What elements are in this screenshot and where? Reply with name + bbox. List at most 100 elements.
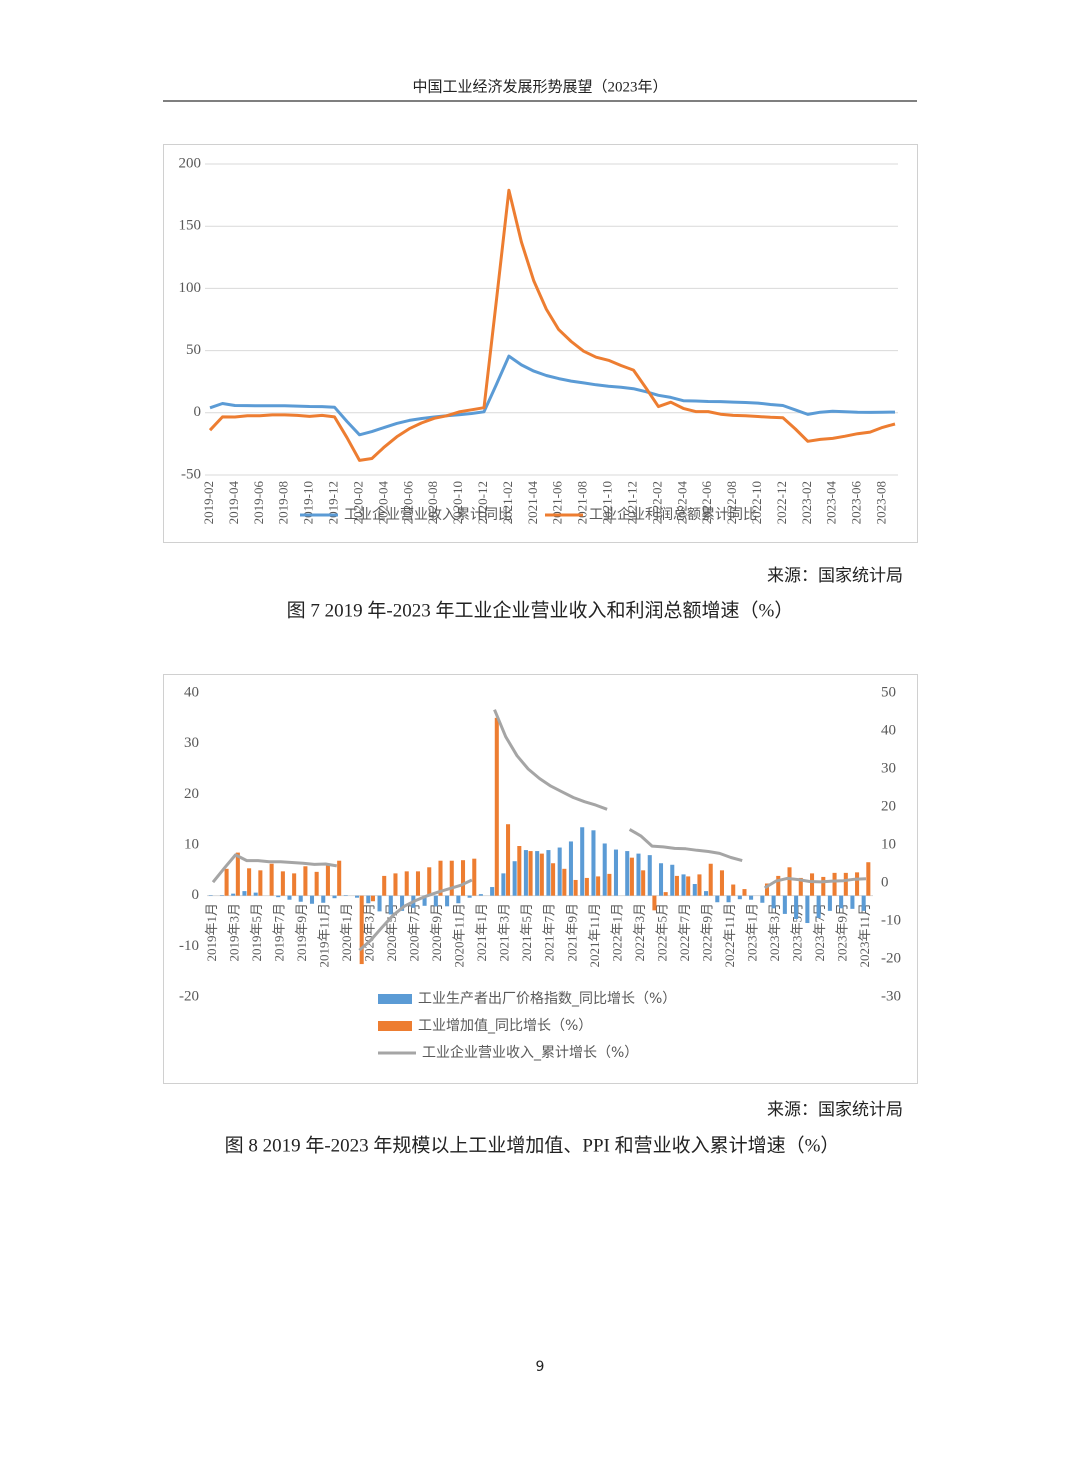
x-tick-label: 2021-04 (525, 481, 540, 525)
bar (343, 895, 348, 896)
chart-frame (163, 674, 918, 1084)
bar (366, 895, 371, 904)
x-tick-label: 2019年5月 (249, 903, 264, 962)
x-tick-label: 2021年7月 (542, 903, 557, 962)
bar (760, 895, 765, 903)
x-tick-label: 2020年7月 (407, 903, 422, 962)
bar (816, 895, 821, 918)
x-tick-label: 2023年7月 (812, 903, 827, 962)
y-tick-label: 20 (184, 786, 199, 802)
bar (377, 895, 382, 912)
bar (584, 877, 589, 896)
bar (359, 895, 364, 965)
y-tick-label: 50 (186, 342, 201, 358)
legend-label: 工业企业营业收入累计同比 (344, 506, 512, 523)
x-tick-label: 2022-06 (699, 481, 714, 525)
x-tick-label: 2022年7月 (677, 903, 692, 962)
bar (749, 895, 754, 900)
x-tick-label: 2022年3月 (632, 903, 647, 962)
bar (652, 895, 657, 911)
bar (303, 866, 308, 896)
series-line (208, 188, 896, 462)
bar (535, 851, 540, 896)
bar (325, 864, 330, 896)
bar (641, 870, 646, 896)
bar (445, 895, 450, 907)
bar (478, 894, 483, 896)
source: 来源：国家统计局 (767, 566, 903, 585)
bar (704, 891, 709, 896)
x-tick-label: 2022-12 (774, 481, 789, 524)
x-tick-label: 2023-04 (824, 481, 839, 525)
y2-tick-label: 30 (881, 760, 896, 776)
bar (573, 879, 578, 896)
bar (776, 875, 781, 896)
bar (242, 891, 247, 896)
x-tick-label: 2020-02 (350, 481, 365, 524)
bar (827, 895, 832, 911)
bar (539, 853, 544, 896)
bar (794, 895, 799, 919)
y2-tick-label: 50 (881, 684, 896, 700)
bar (404, 871, 409, 896)
x-tick-label: 2023年5月 (789, 903, 804, 962)
x-tick-label: 2019-12 (326, 481, 341, 524)
x-tick-label: 2022年11月 (722, 903, 737, 968)
bar (764, 883, 770, 896)
bar (663, 892, 668, 896)
x-tick-label: 2022年1月 (609, 903, 624, 962)
bar (647, 855, 652, 896)
series-line (211, 709, 867, 952)
y2-tick-label: -20 (881, 950, 901, 966)
x-tick-label: 2020年5月 (384, 903, 399, 962)
x-tick-label: 2020年11月 (452, 903, 467, 968)
legend-swatch (378, 994, 412, 1004)
y-tick-label: 100 (179, 280, 202, 296)
x-tick-label: 2021-12 (624, 481, 639, 524)
bar (280, 871, 285, 896)
bar (686, 876, 691, 896)
bar (625, 851, 630, 896)
bar (607, 873, 612, 896)
x-tick-label: 2020-08 (425, 481, 440, 524)
x-tick-label: 2020-12 (475, 481, 490, 524)
x-tick-label: 2021年9月 (564, 903, 579, 962)
bar (247, 868, 252, 896)
bar (866, 862, 871, 896)
x-tick-label: 2019-08 (276, 481, 291, 524)
bar (771, 895, 776, 909)
y2-tick-label: 40 (881, 722, 896, 738)
x-tick-label: 2020-06 (400, 481, 415, 525)
x-tick-label: 2020年3月 (362, 903, 377, 962)
bar (523, 850, 528, 896)
bar (528, 851, 533, 896)
x-tick-label: 2019年7月 (272, 903, 287, 962)
bar (670, 864, 675, 896)
x-tick-label: 2023-06 (849, 481, 864, 525)
series-line (209, 354, 896, 437)
bar (629, 857, 634, 896)
x-tick-label: 2021年3月 (497, 903, 512, 962)
bar (602, 843, 607, 896)
bar (692, 884, 697, 896)
bar (810, 873, 815, 896)
x-tick-label: 2020-04 (375, 481, 390, 525)
header-title: 中国工业经济发展形势展望（2023年） (412, 78, 667, 95)
x-tick-label: 2023-08 (874, 481, 889, 524)
x-tick-label: 2023-02 (799, 481, 814, 524)
y-tick-label: 30 (184, 735, 199, 751)
bar (708, 863, 713, 896)
y-tick-label: -10 (179, 938, 199, 954)
bar (456, 895, 461, 904)
y2-tick-label: -10 (881, 912, 901, 928)
bar (292, 873, 297, 896)
bar (388, 895, 393, 915)
bar (636, 853, 641, 896)
bar (855, 872, 860, 896)
x-tick-label: 2019-02 (201, 481, 216, 524)
bar (287, 895, 292, 900)
chart-frame (163, 144, 918, 543)
x-tick-label: 2022-08 (724, 481, 739, 524)
y-tick-label: -50 (181, 466, 201, 482)
